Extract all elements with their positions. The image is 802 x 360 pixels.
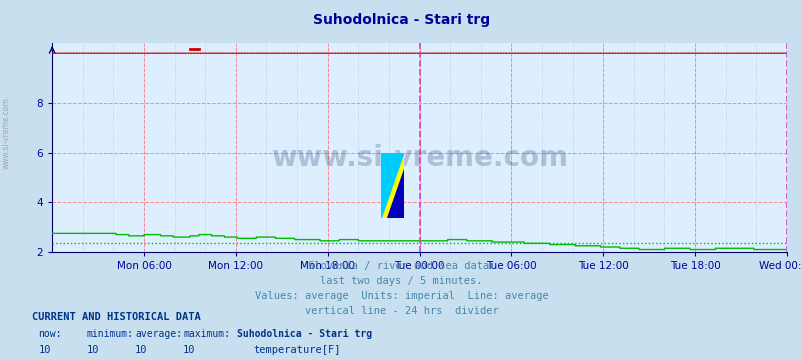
- Polygon shape: [381, 153, 403, 218]
- Text: average:: average:: [135, 329, 182, 339]
- Text: last two days / 5 minutes.: last two days / 5 minutes.: [320, 276, 482, 286]
- Text: CURRENT AND HISTORICAL DATA: CURRENT AND HISTORICAL DATA: [32, 312, 200, 322]
- Polygon shape: [387, 169, 403, 218]
- Text: Values: average  Units: imperial  Line: average: Values: average Units: imperial Line: av…: [254, 291, 548, 301]
- Polygon shape: [381, 153, 403, 218]
- Text: Suhodolnica - Stari trg: Suhodolnica - Stari trg: [237, 329, 371, 339]
- Text: Suhodolnica - Stari trg: Suhodolnica - Stari trg: [313, 13, 489, 27]
- Text: Slovenia / river and sea data.: Slovenia / river and sea data.: [307, 261, 495, 271]
- Text: minimum:: minimum:: [87, 329, 134, 339]
- Text: www.si-vreme.com: www.si-vreme.com: [2, 97, 11, 169]
- Text: vertical line - 24 hrs  divider: vertical line - 24 hrs divider: [304, 306, 498, 316]
- Text: 10: 10: [183, 345, 196, 355]
- Text: www.si-vreme.com: www.si-vreme.com: [271, 144, 567, 172]
- Text: 10: 10: [135, 345, 148, 355]
- Text: 10: 10: [38, 345, 51, 355]
- Text: maximum:: maximum:: [183, 329, 230, 339]
- Text: now:: now:: [38, 329, 62, 339]
- Text: temperature[F]: temperature[F]: [253, 345, 340, 355]
- Text: 10: 10: [87, 345, 99, 355]
